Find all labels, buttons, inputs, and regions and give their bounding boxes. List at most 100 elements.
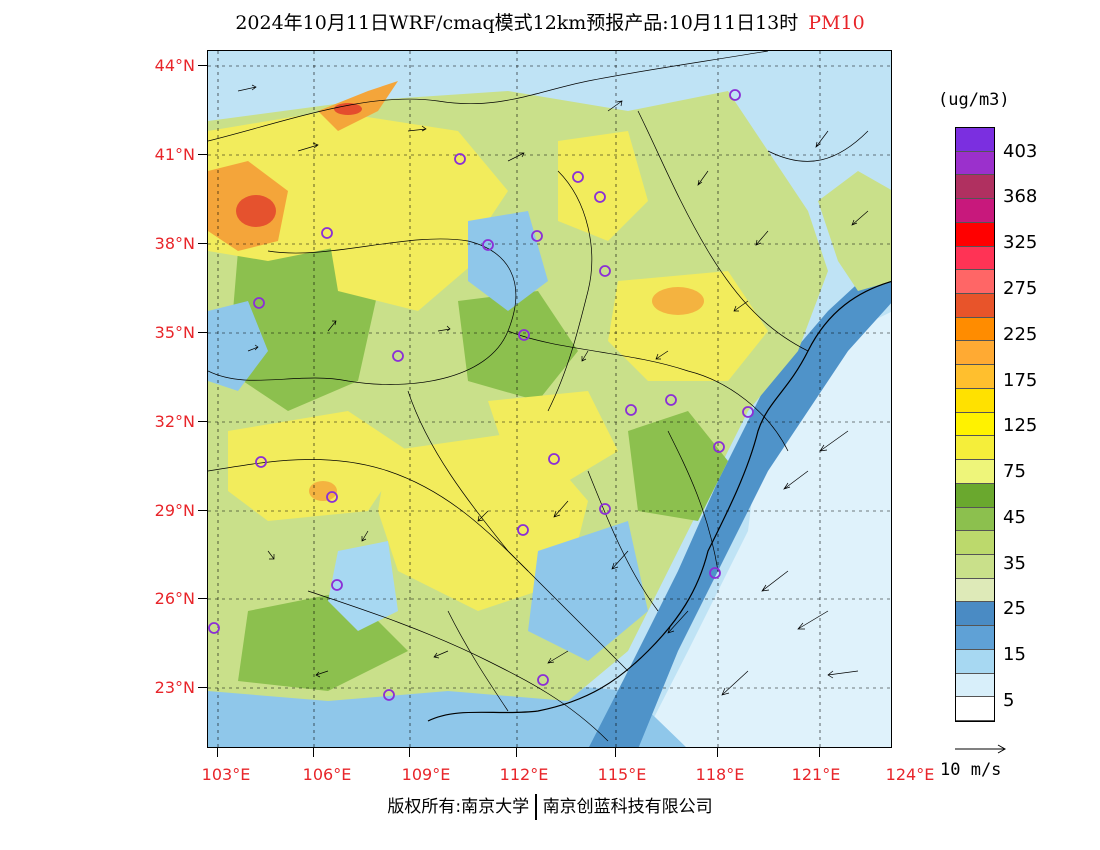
- station-marker: [599, 503, 611, 515]
- station-marker: [392, 350, 404, 362]
- station-marker: [742, 406, 754, 418]
- lon-tick: [217, 748, 218, 757]
- legend-swatch: [956, 507, 994, 532]
- legend-swatch: [956, 270, 994, 295]
- legend-label: 15: [1003, 644, 1026, 665]
- station-marker: [665, 394, 677, 406]
- lat-tick: [198, 510, 207, 511]
- legend-swatch: [956, 554, 994, 579]
- station-marker: [517, 524, 529, 536]
- legend-label: 175: [1003, 370, 1038, 391]
- blue-qinghai: [208, 301, 268, 391]
- lat-tick: [198, 687, 207, 688]
- legend-swatch: [956, 697, 994, 721]
- lon-tick: [819, 748, 820, 757]
- reference-arrow-icon: [955, 744, 1007, 754]
- station-marker: [594, 191, 606, 203]
- lon-tick: [717, 748, 718, 757]
- station-marker: [599, 265, 611, 277]
- station-marker: [331, 579, 343, 591]
- legend-swatch: [956, 649, 994, 674]
- legend-label: 25: [1003, 598, 1026, 619]
- lat-label-32n: 32°N: [154, 412, 195, 431]
- wind-vectors: [237, 84, 869, 696]
- chart-title: 2024年10月11日WRF/cmaq模式12km预报产品:10月11日13时 P…: [0, 8, 1100, 35]
- lat-tick: [198, 243, 207, 244]
- coastal-band: [589, 252, 891, 747]
- legend-swatch: [956, 412, 994, 437]
- legend-swatch: [956, 483, 994, 508]
- legend-swatch: [956, 365, 994, 389]
- legend-swatch: [956, 388, 994, 413]
- footer-divider: [535, 794, 537, 820]
- station-marker: [729, 89, 741, 101]
- wind-reference-label: 10 m/s: [940, 760, 1002, 780]
- lon-label-124e: 124°E: [885, 765, 935, 784]
- legend-label: 125: [1003, 415, 1038, 436]
- legend-swatch: [956, 341, 994, 366]
- station-marker: [383, 689, 395, 701]
- legend-swatch: [956, 175, 994, 200]
- lat-tick: [198, 154, 207, 155]
- legend-swatch: [956, 602, 994, 627]
- legend-swatch: [956, 578, 994, 603]
- legend-swatch: [956, 199, 994, 223]
- legend-swatch: [956, 294, 994, 318]
- station-marker: [531, 230, 543, 242]
- lat-tick: [198, 598, 207, 599]
- yellow-shandong: [608, 271, 768, 381]
- yellow-central-south: [378, 431, 588, 611]
- copyright-footer: 版权所有:南京大学 南京创蓝科技有限公司: [0, 792, 1100, 820]
- title-text: 2024年10月11日WRF/cmaq模式12km预报产品:10月11日13时: [235, 12, 799, 34]
- station-marker: [537, 674, 549, 686]
- lat-tick: [198, 332, 207, 333]
- station-marker: [625, 404, 637, 416]
- blue-shanxi: [468, 211, 548, 311]
- station-markers: [208, 89, 754, 701]
- orange-hotspot-east: [652, 287, 704, 315]
- wind-reference: 10 m/s: [940, 744, 1007, 780]
- legend-swatch: [956, 151, 994, 176]
- legend-label: 75: [1003, 461, 1026, 482]
- lat-label-44n: 44°N: [154, 56, 195, 75]
- lon-label-118e: 118°E: [695, 765, 745, 784]
- copyright-company: 南京创蓝科技有限公司: [542, 797, 713, 817]
- orange-hotspot-sichuan: [309, 481, 337, 501]
- legend-label: 225: [1003, 324, 1038, 345]
- legend-swatch: [956, 673, 994, 698]
- legend-label: 35: [1003, 553, 1026, 574]
- lat-tick: [198, 421, 207, 422]
- red-hotspot-west: [236, 195, 276, 227]
- station-marker: [572, 171, 584, 183]
- legend-label: 368: [1003, 186, 1038, 207]
- lat-label-26n: 26°N: [154, 589, 195, 608]
- legend-swatch: [956, 246, 994, 271]
- station-marker: [253, 297, 265, 309]
- station-marker: [208, 622, 220, 634]
- legend-label: 403: [1003, 141, 1038, 162]
- lat-label-29n: 29°N: [154, 501, 195, 520]
- lon-tick: [409, 748, 410, 757]
- legend-swatch: [956, 436, 994, 461]
- color-legend: [955, 127, 995, 722]
- lon-label-115e: 115°E: [597, 765, 647, 784]
- graticule: [208, 51, 891, 747]
- copyright-owner: 版权所有:南京大学: [387, 797, 530, 817]
- legend-label: 275: [1003, 278, 1038, 299]
- lon-label-106e: 106°E: [302, 765, 352, 784]
- legend-label: 325: [1003, 232, 1038, 253]
- legend-swatch: [956, 531, 994, 555]
- blue-guizhou: [328, 541, 398, 631]
- station-marker: [454, 153, 466, 165]
- station-marker: [255, 456, 267, 468]
- korea-land: [818, 171, 891, 291]
- legend-swatch: [956, 128, 994, 152]
- lon-tick: [516, 748, 517, 757]
- pollutant-label: PM10: [808, 12, 865, 34]
- yellow-hubei: [488, 391, 618, 481]
- green-central: [458, 291, 578, 401]
- green-east: [628, 411, 728, 521]
- station-marker: [709, 567, 721, 579]
- map-canvas: [208, 51, 891, 747]
- blue-southeast: [528, 521, 648, 661]
